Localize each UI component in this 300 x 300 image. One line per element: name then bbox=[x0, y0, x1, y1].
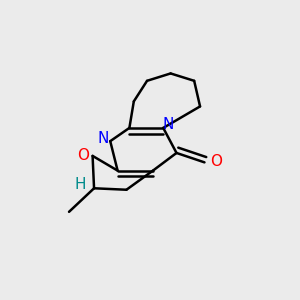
Text: N: N bbox=[97, 131, 109, 146]
Text: H: H bbox=[74, 177, 86, 192]
Text: O: O bbox=[77, 148, 89, 163]
Text: N: N bbox=[163, 118, 174, 133]
Text: O: O bbox=[210, 154, 222, 169]
